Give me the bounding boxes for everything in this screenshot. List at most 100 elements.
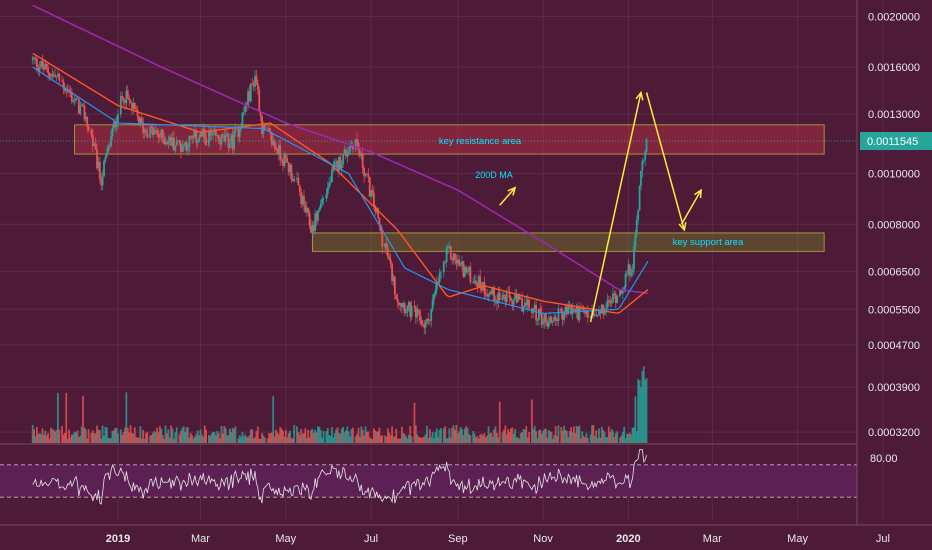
candle-body <box>163 138 166 144</box>
volume-bar <box>430 436 433 443</box>
candle-body <box>160 129 163 138</box>
volume-bar <box>505 434 508 443</box>
volume-bar <box>93 433 96 443</box>
volume-bar <box>75 432 77 443</box>
volume-bar <box>266 438 269 443</box>
volume-bar <box>530 399 533 443</box>
volume-bar <box>143 438 146 443</box>
volume-bar <box>240 436 242 443</box>
volume-bar <box>551 438 554 443</box>
volume-bar <box>521 431 524 443</box>
volume-bar <box>413 402 416 443</box>
volume-bar <box>297 431 300 443</box>
volume-bar <box>180 430 182 443</box>
volume-bar <box>614 433 617 443</box>
volume-bar <box>184 432 187 443</box>
volume-bar <box>567 437 570 443</box>
candle-body <box>599 310 602 314</box>
volume-bar <box>568 431 571 443</box>
volume-bar <box>279 427 282 443</box>
candle-body <box>528 299 531 309</box>
volume-bar <box>616 431 619 443</box>
volume-bar <box>84 429 87 443</box>
candle-body <box>466 270 469 272</box>
volume-bar <box>572 426 575 443</box>
ma-200-line <box>32 4 649 295</box>
volume-bar <box>577 426 579 443</box>
candle-body <box>645 138 648 152</box>
candle-body <box>133 102 136 110</box>
volume-bar <box>189 433 192 443</box>
volume-bar <box>115 427 118 443</box>
candle-body <box>338 156 340 171</box>
candle-body <box>543 313 546 323</box>
candle-body <box>491 287 494 295</box>
candle-body <box>315 213 318 221</box>
candle-body <box>633 246 635 270</box>
candle-body <box>296 178 298 179</box>
volume-bar <box>136 437 139 443</box>
volume-bar <box>255 431 258 443</box>
volume-bar <box>482 435 484 443</box>
candle-body <box>117 114 119 123</box>
volume-bar <box>635 431 638 443</box>
volume-bar <box>556 436 558 443</box>
candle-body <box>216 135 219 137</box>
volume-bar <box>364 426 367 443</box>
candle-body <box>56 73 59 76</box>
volume-bar <box>472 431 475 443</box>
annotation-labels: key resistance area key support area 200D … <box>439 136 744 248</box>
volume-bar <box>375 432 378 443</box>
volume-bar <box>185 427 188 443</box>
candle-body <box>428 320 431 322</box>
candle-body <box>349 145 352 152</box>
volume-bar <box>462 435 465 443</box>
candle-body <box>544 313 547 323</box>
volume-bar <box>476 436 479 443</box>
candle-body <box>175 139 178 146</box>
volume-bar <box>296 426 298 443</box>
x-tick-label: May <box>275 533 296 545</box>
volume-bar <box>377 431 379 443</box>
x-tick-label: 2019 <box>106 533 130 545</box>
volume-bar <box>244 434 247 443</box>
volume-bar <box>528 431 531 443</box>
volume-bar <box>311 428 314 443</box>
volume-bar <box>291 438 294 443</box>
candle-body <box>600 304 603 314</box>
volume-bar <box>304 428 307 443</box>
candle-body <box>142 122 145 133</box>
volume-bar <box>564 429 567 443</box>
candle-body <box>202 129 205 137</box>
arrow-head <box>678 221 687 232</box>
volume-bar <box>510 428 512 443</box>
candle-body <box>317 210 319 221</box>
candle-body <box>427 318 430 321</box>
candle-body <box>339 156 342 169</box>
candle-body <box>182 145 185 147</box>
candle-body <box>286 157 289 163</box>
candle-body <box>191 136 194 139</box>
candle-body <box>290 164 293 180</box>
candle-body <box>557 308 560 321</box>
candle-body <box>90 130 93 136</box>
volume-bar <box>585 433 588 443</box>
volume-bar <box>129 425 132 443</box>
volume-bar <box>192 438 195 443</box>
candle-body <box>434 290 437 295</box>
volume-bar <box>207 434 210 443</box>
candle-body <box>595 314 598 317</box>
candle-body <box>347 151 350 154</box>
candle-body <box>553 316 556 322</box>
volume-bar <box>550 431 553 443</box>
volume-bar <box>612 431 614 443</box>
rsi-line <box>32 449 647 505</box>
candle-body <box>606 300 609 309</box>
volume-bar <box>549 431 551 443</box>
candle-body <box>140 117 143 123</box>
candle-body <box>526 299 529 306</box>
candle-body <box>303 196 305 206</box>
volume-bar <box>338 432 340 443</box>
volume-bar <box>389 435 392 443</box>
